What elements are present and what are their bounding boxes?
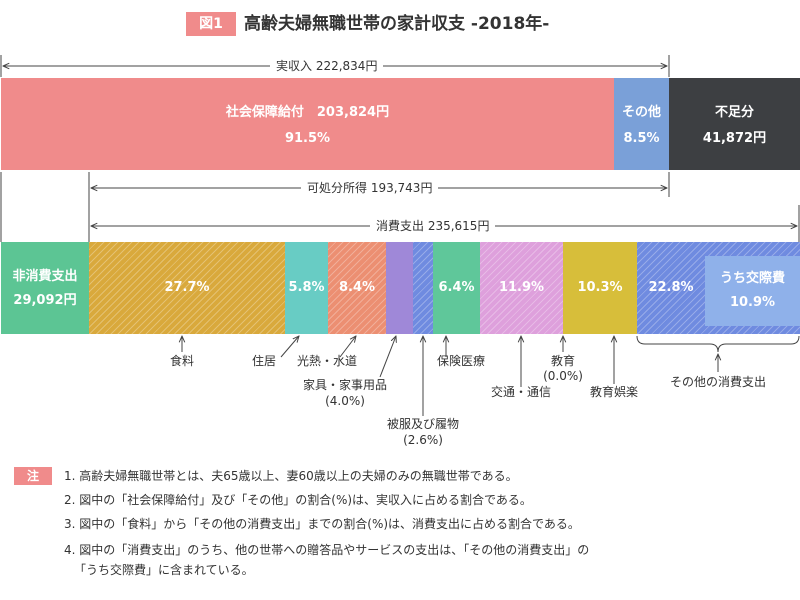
other-income-label: その他	[621, 105, 661, 120]
deficit-segment: 不足分 41,872円	[669, 78, 800, 170]
utilities-segment: 8.4%	[328, 242, 386, 334]
social-security-percent: 91.5%	[284, 131, 331, 146]
housing-segment: 5.8%	[285, 242, 328, 334]
clothing-percent: (2.6%)	[403, 433, 443, 447]
furniture-segment	[386, 242, 413, 334]
deficit-label: 不足分	[714, 105, 754, 120]
entertainment-label: 教育娯楽	[589, 385, 638, 399]
utilities-percent: 8.4%	[338, 280, 376, 295]
sub-segment-percent: 10.9%	[729, 295, 776, 310]
medical-segment: 6.4%	[433, 242, 480, 334]
entertainment-expense-subsegment: うち交際費 10.9%	[705, 256, 800, 326]
food-label: 食料	[169, 354, 194, 368]
note-line: 3. 図中の「食料」から「その他の消費支出」までの割合(%)は、消費支出に占める…	[64, 517, 580, 531]
non-consumption-segment: 非消費支出 29,092円	[1, 242, 89, 334]
other-income-segment: その他 8.5%	[614, 78, 669, 170]
notes-badge: 注	[14, 467, 52, 485]
disposable-income-label: 可処分所得 193,743円	[301, 181, 439, 195]
food-percent: 27.7%	[164, 280, 210, 295]
figure-badge: 図1	[186, 12, 236, 36]
deficit-value: 41,872円	[702, 131, 767, 146]
social-security-label: 社会保障給付 203,824円	[225, 105, 390, 120]
note-line: 2. 図中の「社会保障給付」及び「その他」の割合(%)は、実収入に占める割合であ…	[64, 493, 532, 507]
housing-label: 住居	[251, 354, 276, 368]
note-line: 1. 高齢夫婦無職世帯とは、夫65歳以上、妻60歳以上の夫婦のみの無職世帯である…	[64, 469, 518, 483]
entertainment-percent: 10.3%	[577, 280, 623, 295]
transport-percent: 11.9%	[498, 280, 545, 295]
food-segment: 27.7%	[89, 242, 285, 334]
housing-percent: 5.8%	[288, 280, 325, 295]
furniture-percent: (4.0%)	[325, 394, 365, 408]
clothing-segment	[413, 242, 433, 334]
other-consumption-segment: 22.8% うち交際費 10.9%	[637, 242, 800, 334]
non-consumption-label: 非消費支出	[12, 269, 78, 284]
education-label: 教育	[550, 354, 575, 368]
note-line: 4. 図中の「消費支出」のうち、他の世帯への贈答品やサービスの支出は、「その他の…	[64, 543, 590, 557]
medical-percent: 6.4%	[438, 280, 475, 295]
page-title: 高齢夫婦無職世帯の家計収支 -2018年-	[244, 14, 550, 34]
clothing-label: 被服及び履物	[386, 417, 459, 431]
entertainment-segment: 10.3%	[563, 242, 637, 334]
sub-segment-label: うち交際費	[719, 271, 785, 286]
other-consumption-percent: 22.8%	[648, 280, 694, 295]
other-income-percent: 8.5%	[623, 131, 660, 146]
furniture-label: 家具・家事用品	[302, 378, 387, 392]
transport-segment: 11.9%	[480, 242, 563, 334]
medical-label: 保険医療	[436, 354, 485, 368]
transport-label: 交通・通信	[490, 385, 551, 399]
utilities-label: 光熱・水道	[296, 354, 357, 368]
non-consumption-value: 29,092円	[13, 293, 77, 308]
education-percent: (0.0%)	[543, 369, 583, 383]
consumption-label: 消費支出 235,615円	[370, 219, 496, 233]
social-security-segment: 社会保障給付 203,824円 91.5%	[1, 78, 614, 170]
real-income-label: 実収入 222,834円	[270, 59, 384, 73]
other-consumption-label: その他の消費支出	[669, 375, 766, 389]
note-line: 「うち交際費」に含まれている。	[74, 563, 254, 577]
